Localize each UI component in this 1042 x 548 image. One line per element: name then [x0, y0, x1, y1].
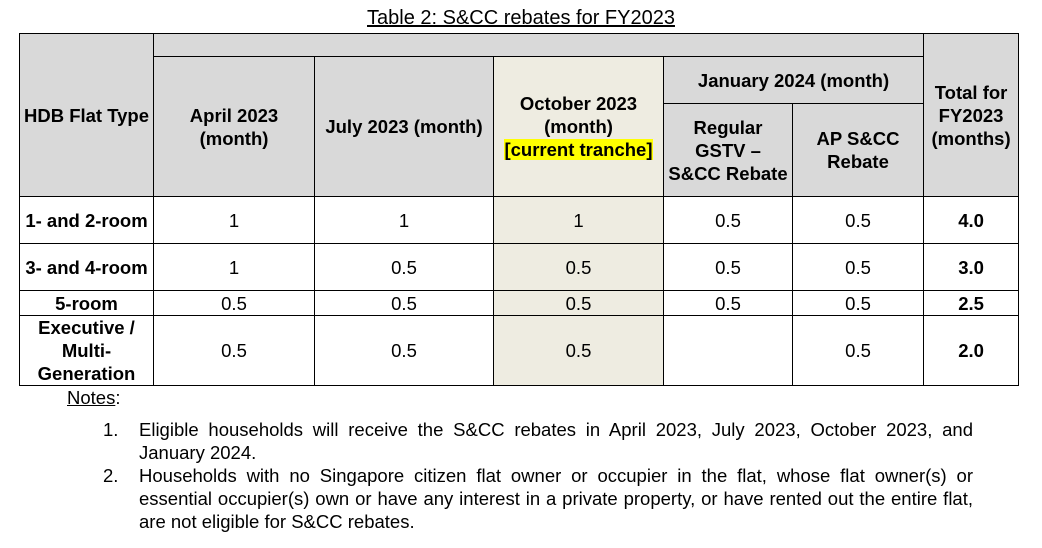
header-january-regular: Regular GSTV – S&CC Rebate: [663, 103, 793, 197]
cell-july: 1: [314, 196, 494, 244]
cell-total: 2.0: [923, 315, 1020, 386]
cell-total: 2.5: [923, 290, 1020, 316]
cell-july: 0.5: [314, 290, 494, 316]
header-january: January 2024 (month): [662, 56, 925, 104]
header-january-ap: AP S&CC Rebate: [791, 103, 925, 197]
cell-october: 1: [493, 196, 664, 244]
table-title: Table 2: S&CC rebates for FY2023: [367, 7, 675, 29]
row-flat-type: 1- and 2-room: [19, 196, 154, 244]
cell-july: 0.5: [314, 315, 494, 386]
cell-total: 3.0: [923, 243, 1020, 291]
notes-list: 1. Eligible households will receive the …: [103, 418, 973, 533]
note-text: Households with no Singapore citizen fla…: [139, 465, 973, 532]
current-tranche-highlight: [current tranche]: [504, 139, 653, 160]
note-item: 1. Eligible households will receive the …: [103, 418, 973, 464]
cell-april: 1: [153, 243, 315, 291]
cell-october: 0.5: [493, 315, 664, 386]
notes-heading-text: Notes: [67, 387, 116, 408]
note-number: 1.: [103, 419, 119, 440]
header-total: Total for FY2023 (months): [923, 33, 1020, 197]
cell-april: 0.5: [153, 315, 315, 386]
cell-jan-ap: 0.5: [791, 243, 925, 291]
cell-jan-ap: 0.5: [791, 290, 925, 316]
table-row: 3- and 4-room 1 0.5 0.5 0.5 0.5 3.0: [19, 243, 1020, 291]
cell-april: 0.5: [153, 290, 315, 316]
note-item: 2. Households with no Singapore citizen …: [103, 464, 973, 533]
cell-october: 0.5: [493, 290, 664, 316]
cell-total: 4.0: [923, 196, 1020, 244]
row-flat-type: 3- and 4-room: [19, 243, 154, 291]
row-flat-type: Executive / Multi-Generation: [19, 315, 154, 386]
notes-colon: :: [115, 387, 121, 408]
table-row: 5-room 0.5 0.5 0.5 0.5 0.5 2.5: [19, 290, 1020, 316]
cell-jan-regular: 0.5: [663, 196, 793, 244]
cell-jan-regular: 0.5: [663, 290, 793, 316]
header-band: [152, 33, 925, 57]
header-april: April 2023 (month): [153, 56, 315, 197]
cell-jan-ap: 0.5: [791, 315, 925, 386]
rebates-table: HDB Flat Type Total for FY2023 (months) …: [19, 33, 1020, 386]
row-flat-type: 5-room: [19, 290, 154, 316]
cell-jan-ap: 0.5: [791, 196, 925, 244]
header-october-label: October 2023 (month): [519, 93, 638, 137]
notes-heading: Notes:: [67, 387, 120, 409]
header-july: July 2023 (month): [314, 56, 494, 197]
cell-jan-regular: 0.5: [663, 243, 793, 291]
table-row: 1- and 2-room 1 1 1 0.5 0.5 4.0: [19, 196, 1020, 244]
cell-july: 0.5: [314, 243, 494, 291]
header-october: October 2023 (month) [current tranche]: [493, 56, 664, 197]
header-flat-type: HDB Flat Type: [19, 33, 154, 197]
note-number: 2.: [103, 465, 119, 486]
cell-october: 0.5: [493, 243, 664, 291]
note-text: Eligible households will receive the S&C…: [139, 419, 973, 463]
table-row: Executive / Multi-Generation 0.5 0.5 0.5…: [19, 315, 1020, 386]
cell-april: 1: [153, 196, 315, 244]
cell-jan-regular: [663, 315, 793, 386]
